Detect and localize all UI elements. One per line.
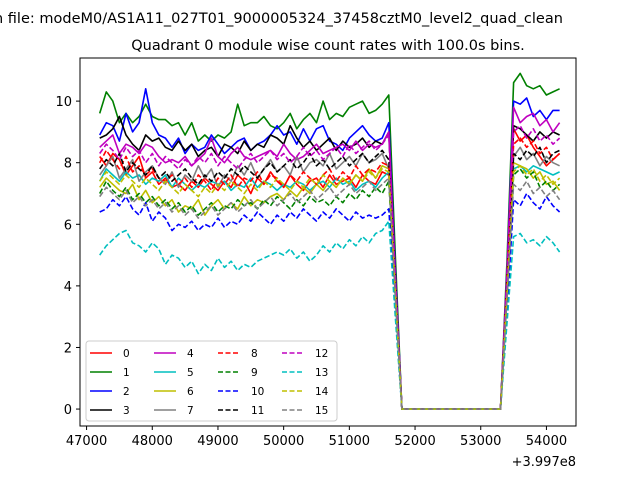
x-tick-label: 54000 <box>526 434 567 449</box>
axes-layer: 47000 48000 49000 50000 51000 52000 53000 54000… <box>55 95 567 449</box>
y-tick-label: 0 <box>64 403 72 418</box>
legend-label-11: 11 <box>251 405 264 417</box>
plot-frame <box>79 57 577 427</box>
series-line-12 <box>99 124 561 410</box>
legend-label-7: 7 <box>187 405 194 417</box>
plot-title: Quadrant 0 module wise count rates with … <box>131 38 525 54</box>
series-line-14 <box>99 165 561 410</box>
x-tick-label: 47000 <box>66 434 107 449</box>
legend-label-13: 13 <box>315 367 328 379</box>
series-layer <box>98 72 561 410</box>
legend-label-0: 0 <box>123 348 130 360</box>
x-axis-offset-label: +3.997e8 <box>512 455 576 470</box>
x-tick-label: 53000 <box>460 434 501 449</box>
legend-label-10: 10 <box>251 386 264 398</box>
legend-label-5: 5 <box>187 367 194 379</box>
y-tick-label: 4 <box>64 280 72 295</box>
y-tick-label: 2 <box>64 341 72 356</box>
x-tick-label: 50000 <box>263 434 304 449</box>
legend-label-9: 9 <box>251 367 258 379</box>
legend-label-12: 12 <box>315 348 328 360</box>
legend-label-6: 6 <box>187 386 194 398</box>
legend-label-4: 4 <box>187 348 194 360</box>
legend-label-2: 2 <box>123 386 130 398</box>
y-tick-label: 6 <box>64 218 72 233</box>
figure-suptitle: n file: modeM0/AS1A11_027T01_9000005324_… <box>0 11 563 27</box>
y-tick-label: 10 <box>55 95 72 110</box>
legend-label-1: 1 <box>123 367 130 379</box>
legend-label-3: 3 <box>123 405 130 417</box>
legend-label-8: 8 <box>251 348 258 360</box>
y-tick-label: 8 <box>64 157 72 172</box>
x-tick-label: 52000 <box>394 434 435 449</box>
x-tick-label: 48000 <box>132 434 173 449</box>
legend-label-15: 15 <box>315 405 328 417</box>
x-tick-label: 49000 <box>197 434 238 449</box>
series-line-15 <box>99 177 561 410</box>
x-tick-label: 51000 <box>329 434 370 449</box>
legend-label-14: 14 <box>315 386 329 398</box>
legend-box <box>85 340 338 422</box>
